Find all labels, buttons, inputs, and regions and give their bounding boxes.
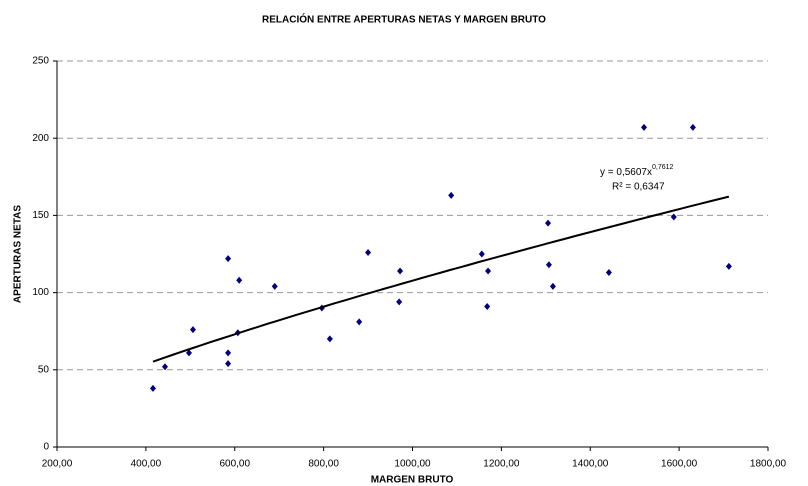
- point: [225, 255, 232, 263]
- point: [185, 349, 192, 357]
- point: [396, 298, 403, 306]
- chart-title: RELACIÓN ENTRE APERTURAS NETAS Y MARGEN …: [262, 13, 546, 26]
- point: [236, 276, 243, 284]
- equation-text: y = 0,5607x: [600, 167, 652, 178]
- equation-exponent: 0,7612: [652, 164, 674, 171]
- point: [225, 360, 232, 368]
- x-tick-label: 1400,00: [572, 459, 609, 470]
- point: [549, 282, 556, 290]
- point: [448, 191, 455, 199]
- point: [271, 282, 278, 290]
- point: [149, 384, 156, 392]
- trendline-r2: R² = 0,6347: [612, 182, 665, 193]
- point: [670, 213, 677, 221]
- x-tick-label: 800,00: [308, 459, 339, 470]
- trendline-equation: y = 0,5607x0,7612: [600, 164, 674, 178]
- point: [485, 267, 492, 275]
- point: [641, 123, 648, 131]
- point: [689, 123, 696, 131]
- y-axis-label: APERTURAS NETAS: [13, 205, 24, 303]
- y-tick-label: 200: [32, 133, 49, 144]
- x-tick-label: 400,00: [131, 459, 162, 470]
- x-axis-label: MARGEN BRUTO: [371, 475, 454, 486]
- point: [365, 248, 372, 256]
- point: [484, 302, 491, 310]
- point: [189, 326, 196, 334]
- x-tick-label: 1000,00: [394, 459, 431, 470]
- x-tick-label: 1600,00: [661, 459, 698, 470]
- point: [478, 250, 485, 258]
- point: [326, 335, 333, 343]
- y-tick-label: 150: [32, 210, 49, 221]
- x-tick-label: 1800,00: [750, 459, 787, 470]
- point: [225, 349, 232, 357]
- point: [725, 262, 732, 270]
- x-tick-label: 600,00: [219, 459, 250, 470]
- y-tick-label: 250: [32, 56, 49, 67]
- y-tick-label: 0: [43, 442, 49, 453]
- point: [545, 219, 552, 227]
- point: [161, 363, 168, 371]
- point: [397, 267, 404, 275]
- point: [605, 269, 612, 277]
- x-tick-label: 1200,00: [483, 459, 520, 470]
- point: [545, 261, 552, 269]
- point: [356, 318, 363, 326]
- x-tick-label: 200,00: [42, 459, 73, 470]
- trendline: [152, 195, 730, 363]
- y-tick-label: 100: [32, 287, 49, 298]
- y-tick-label: 50: [38, 364, 50, 375]
